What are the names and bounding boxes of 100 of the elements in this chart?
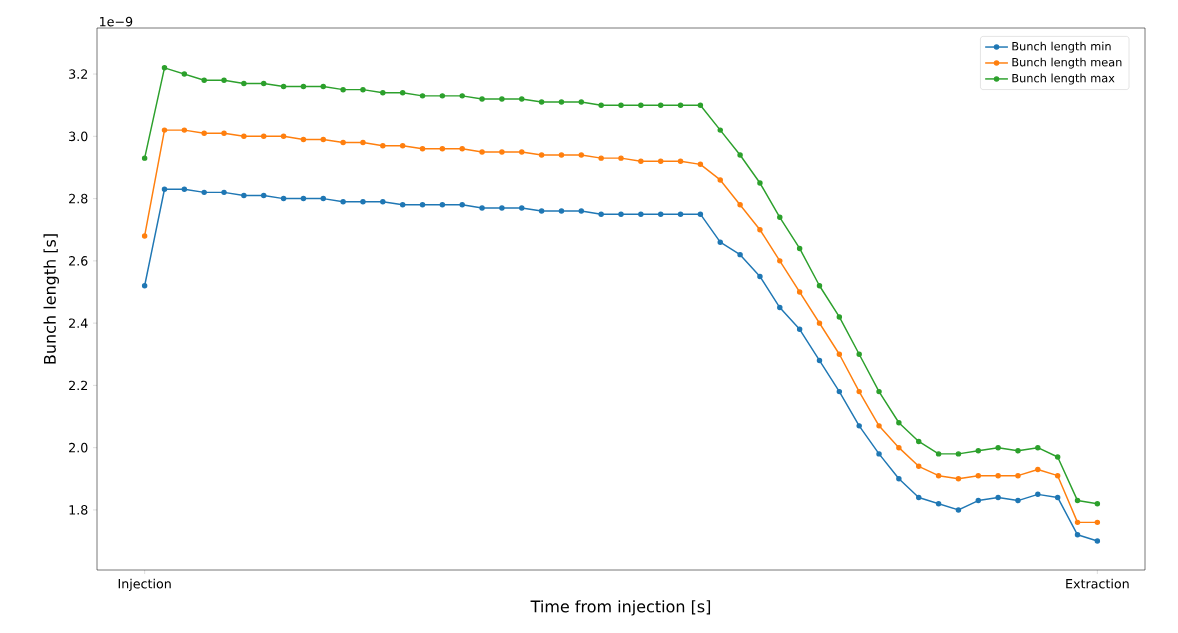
point: [737, 152, 743, 158]
point: [618, 102, 624, 108]
point: [955, 507, 962, 513]
point: [380, 142, 386, 149]
point: [260, 80, 267, 87]
point: [340, 198, 346, 205]
point: [340, 86, 346, 93]
point: [995, 472, 1001, 479]
point: [697, 102, 704, 108]
point: [380, 198, 386, 205]
point: [1015, 497, 1021, 504]
point: [777, 214, 783, 221]
point: [1054, 494, 1061, 501]
point: [181, 186, 188, 192]
point: [280, 133, 287, 140]
y-tick-label: 3.0: [69, 131, 88, 142]
point: [1015, 448, 1021, 454]
point: [657, 211, 664, 217]
point: [717, 127, 723, 133]
point: [360, 198, 366, 205]
point: [141, 283, 148, 289]
point: [439, 93, 446, 99]
point: [360, 86, 366, 93]
point: [657, 158, 664, 164]
point: [280, 195, 287, 202]
point: [638, 158, 644, 164]
point: [856, 423, 862, 429]
point: [796, 245, 803, 252]
point: [558, 99, 565, 105]
point: [777, 258, 783, 264]
text: 1e−9: [100, 16, 133, 27]
point: [777, 304, 783, 311]
x-tick-label: Extraction: [1066, 578, 1129, 589]
point: [459, 202, 465, 208]
legend-label: Bunch length min: [1012, 41, 1111, 53]
y-tick-label: 2.6: [69, 256, 88, 266]
point: [995, 444, 1001, 451]
point: [876, 451, 882, 457]
point: [538, 208, 545, 214]
point: [737, 251, 743, 258]
point: [975, 448, 982, 454]
point: [300, 136, 307, 143]
point: [757, 273, 763, 280]
point: [677, 158, 684, 164]
point: [558, 152, 565, 158]
point: [439, 202, 446, 208]
point: [1035, 491, 1041, 498]
point: [856, 351, 862, 357]
point: [935, 451, 942, 457]
point: [697, 161, 704, 168]
point: [241, 80, 247, 87]
point: [896, 444, 902, 451]
point: [280, 83, 287, 90]
point: [757, 180, 763, 186]
point: [340, 139, 346, 146]
point: [578, 99, 585, 105]
point: [955, 451, 962, 457]
point: [915, 494, 922, 501]
point: [519, 149, 525, 155]
point: [201, 189, 207, 196]
point: [1094, 500, 1101, 507]
point: [141, 155, 148, 161]
point: [161, 65, 168, 71]
point: [836, 388, 843, 395]
point: [1035, 466, 1041, 473]
point: [1035, 444, 1041, 451]
point: [419, 146, 426, 152]
y-tick-label: 3.2: [69, 69, 88, 79]
point: [300, 83, 307, 90]
point: [717, 177, 723, 183]
point: [1094, 538, 1101, 544]
y-tick-label: 2.8: [69, 193, 88, 204]
point: [896, 476, 902, 482]
point: [677, 102, 684, 108]
point: [836, 314, 843, 320]
point: [241, 133, 247, 140]
point: [499, 96, 505, 102]
point: [260, 133, 267, 140]
point: [519, 96, 525, 102]
y-tick-label: 1.8: [69, 505, 88, 515]
point: [816, 320, 823, 326]
point: [757, 226, 763, 233]
point: [538, 152, 545, 158]
point: [161, 186, 168, 192]
point: [1094, 519, 1101, 526]
point: [181, 71, 188, 77]
point: [1015, 472, 1021, 479]
point: [320, 136, 327, 143]
point: [638, 211, 644, 217]
point: [439, 146, 446, 152]
point: [638, 102, 644, 108]
point: [538, 99, 545, 105]
point: [816, 283, 823, 289]
point: [419, 93, 426, 99]
point: [717, 239, 723, 245]
point: [221, 77, 227, 84]
point: [201, 130, 207, 136]
y-tick-label: 2.0: [69, 442, 88, 453]
point: [975, 472, 982, 479]
x-tick-label: Injection: [118, 578, 171, 591]
